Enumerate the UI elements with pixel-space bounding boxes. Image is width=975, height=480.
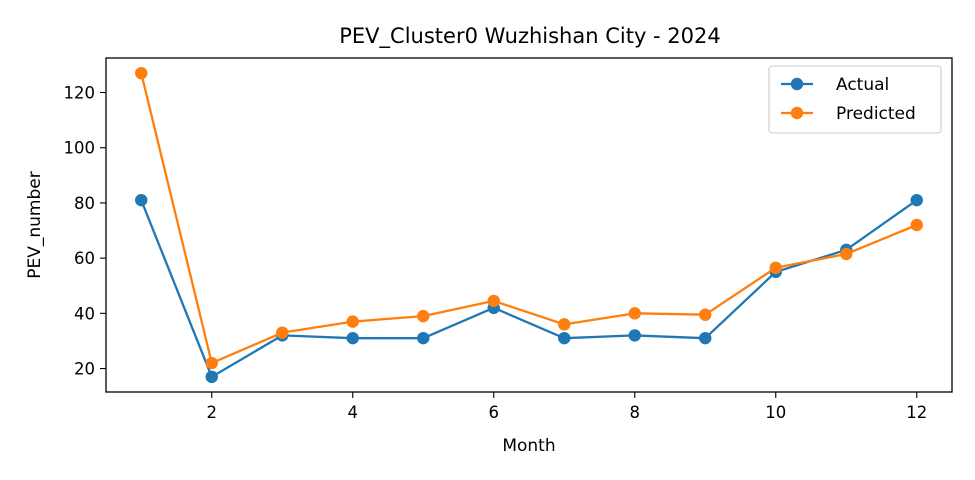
data-point-actual: [699, 331, 712, 345]
plot-frame: [105, 57, 953, 393]
y-axis-label: PEV_number: [25, 171, 45, 278]
data-point-predicted: [135, 66, 148, 80]
y-axis: 20 40 60 80 100 120: [64, 84, 106, 379]
data-point-actual: [205, 370, 218, 384]
legend-marker: [790, 77, 804, 91]
data-point-predicted: [487, 294, 500, 308]
y-tick-label: 120: [64, 84, 96, 103]
y-tick-label: 60: [74, 249, 95, 268]
x-tick-label: 2: [207, 403, 218, 422]
data-point-actual: [910, 193, 923, 207]
x-tick-label: 4: [348, 403, 359, 422]
data-point-actual: [628, 329, 641, 342]
chart-title: PEV_Cluster0 Wuzhishan City - 2024: [339, 24, 721, 49]
legend-label: Actual: [836, 75, 889, 95]
y-tick-label: 100: [64, 139, 96, 158]
y-tick-label: 80: [74, 194, 95, 213]
data-point-predicted: [910, 218, 923, 232]
x-axis-label: Month: [502, 436, 555, 456]
x-tick-label: 10: [765, 403, 786, 422]
legend-label: Predicted: [836, 104, 916, 124]
data-point-predicted: [558, 318, 571, 331]
series-line-predicted: [140, 72, 918, 365]
data-point-predicted: [769, 261, 782, 274]
y-tick-label: 20: [74, 360, 95, 379]
data-point-predicted: [346, 315, 359, 328]
data-point-actual: [135, 193, 148, 207]
series-line-actual: [140, 199, 918, 378]
x-tick-label: 6: [489, 403, 500, 422]
data-point-predicted: [628, 307, 641, 320]
data-point-predicted: [699, 308, 712, 321]
data-point-predicted: [205, 356, 218, 370]
data-point-predicted: [840, 247, 853, 261]
data-point-actual: [417, 331, 430, 345]
legend-box: [768, 65, 942, 134]
data-point-actual: [346, 331, 359, 345]
data-point-predicted: [276, 326, 289, 339]
y-tick-label: 40: [74, 304, 95, 323]
legend: Actual Predicted: [768, 65, 942, 134]
data-point-predicted: [417, 309, 430, 323]
x-axis: 2 4 6 8 10 12: [207, 392, 927, 422]
data-point-actual: [558, 331, 571, 345]
x-tick-label: 8: [630, 403, 641, 422]
x-tick-label: 12: [906, 403, 927, 422]
legend-marker: [790, 106, 804, 120]
plot-area: [135, 66, 923, 384]
